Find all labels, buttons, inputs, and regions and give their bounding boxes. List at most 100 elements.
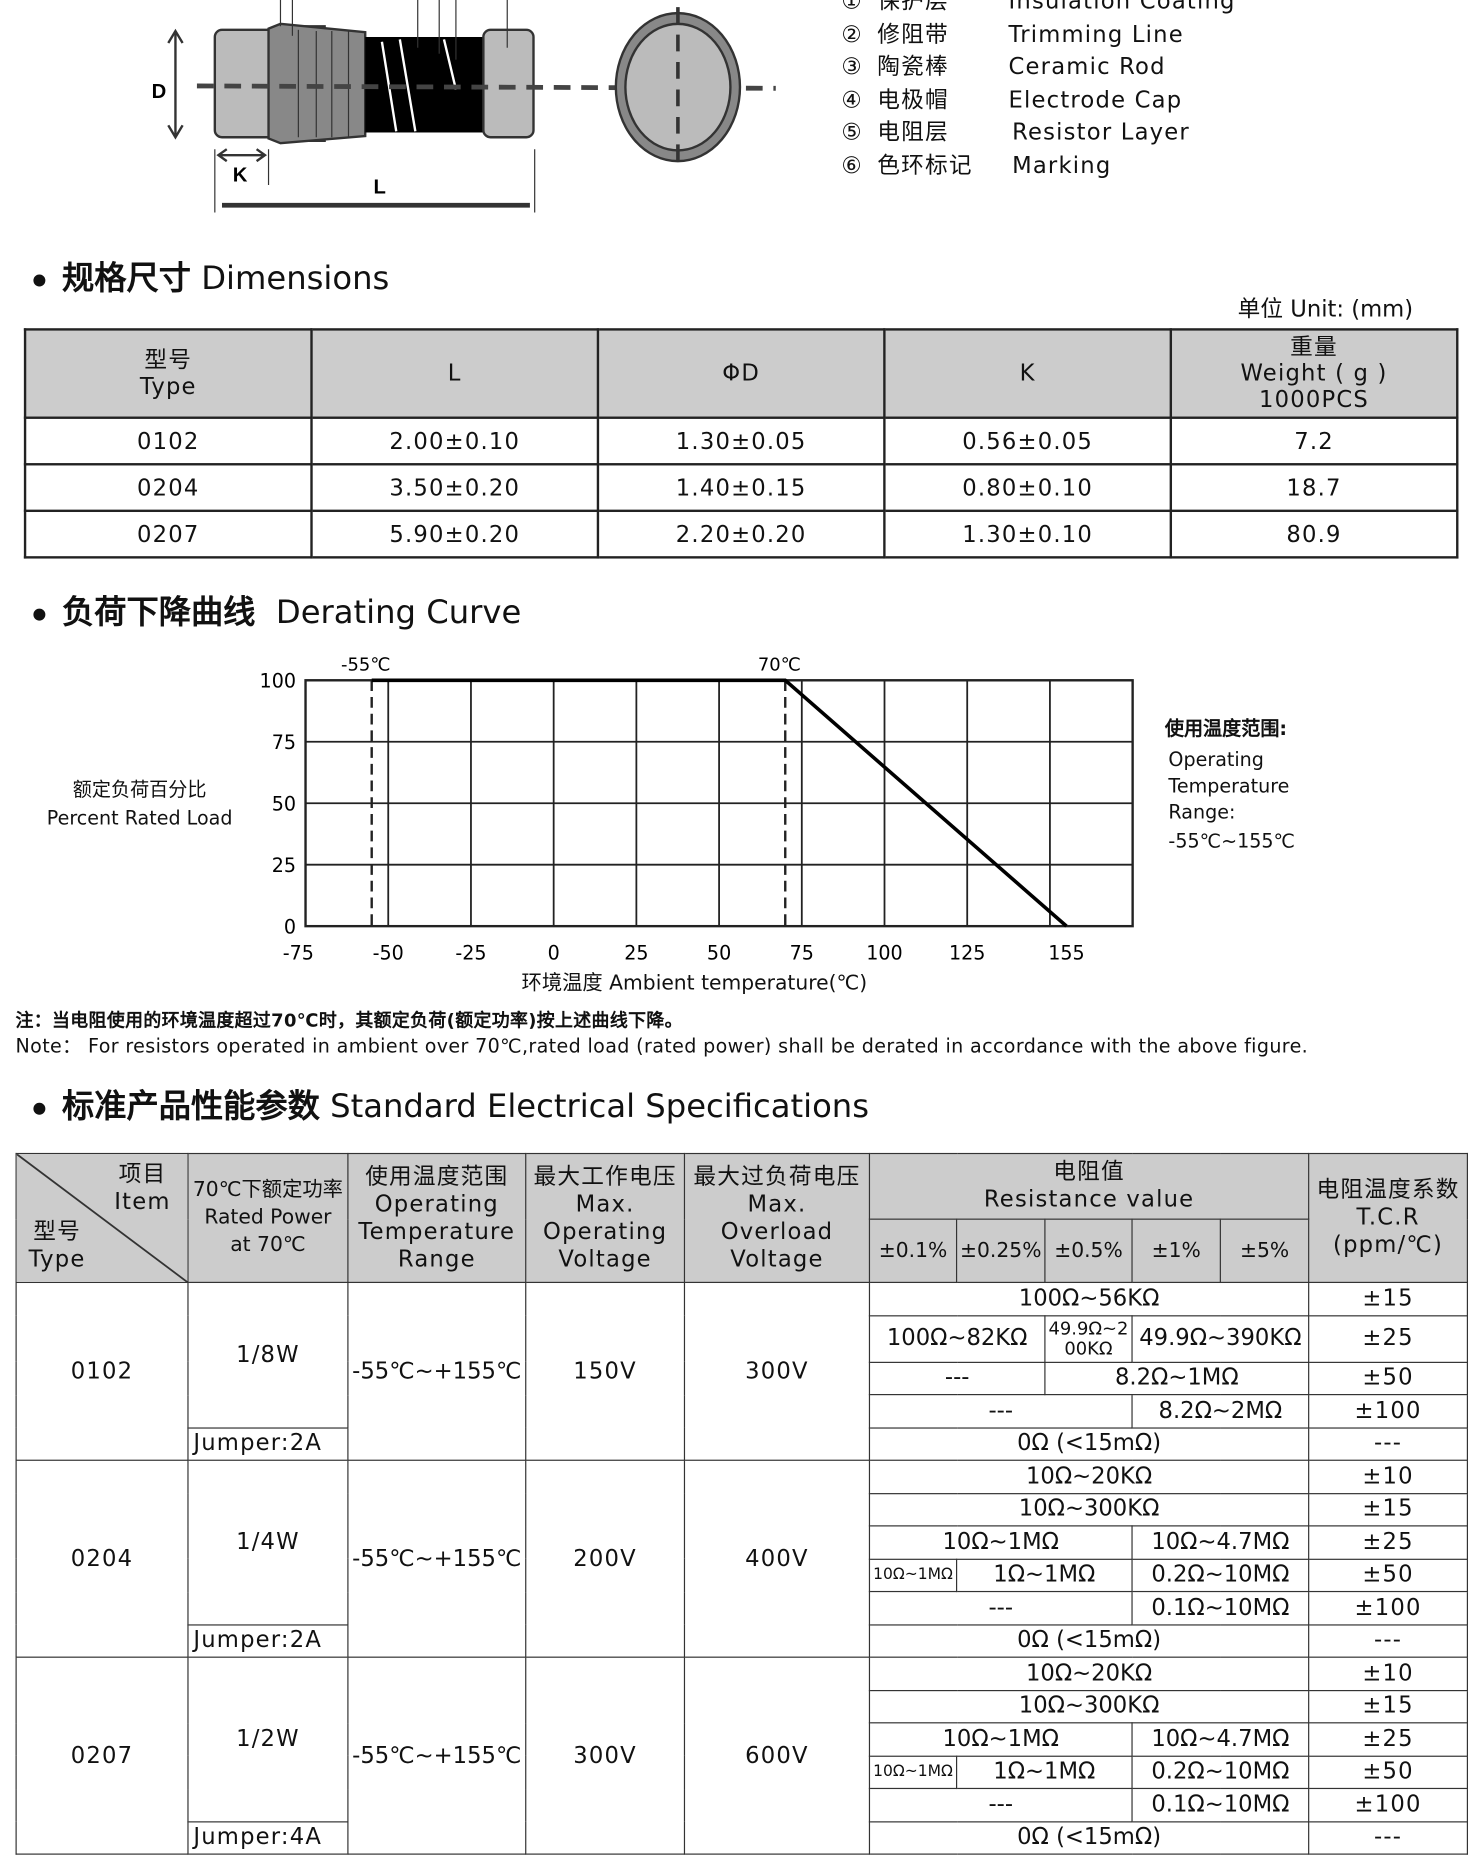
resistance-cell: 100Ω~82KΩ — [868, 1314, 1046, 1363]
legend-cn: 色环标记 — [877, 152, 973, 179]
resistance-cell: 10Ω~1MΩ — [868, 1722, 1133, 1757]
tcr-cell: ±25 — [1308, 1314, 1469, 1363]
type-cell: 0102 — [15, 1281, 189, 1461]
table-cell: 1.30±0.10 — [883, 509, 1173, 559]
legend-en: Insulation Coating — [1008, 0, 1236, 15]
legend-cn: 保护层 — [877, 0, 949, 15]
table-row: 100Ω~82KΩ 49.9Ω~200KΩ 49.9Ω~390KΩ ±25 — [16, 1314, 1469, 1363]
resistance-cell: --- — [868, 1590, 1133, 1625]
legend-cn: 陶瓷棒 — [877, 53, 949, 80]
resistance-cell: 0Ω (<15mΩ) — [868, 1623, 1310, 1658]
table-cell: 0102 — [23, 416, 313, 466]
header-item-type: 项目 Item 型号 Type — [15, 1152, 189, 1284]
resistance-cell: 10Ω~4.7MΩ — [1131, 1722, 1310, 1757]
resistance-cell: 0.2Ω~10MΩ — [1131, 1558, 1310, 1593]
dimensions-table: 型号 Type L ΦD K 重量 Weight ( g ) 1000PCS 0102… — [23, 328, 1459, 559]
x-tick-label: 25 — [624, 942, 648, 965]
table-row: 0204 3.50±0.20 1.40±0.15 0.80±0.10 18.7 — [23, 463, 1459, 513]
legend-cn: 修阻带 — [877, 20, 949, 48]
resistance-cell: 10Ω~20KΩ — [868, 1459, 1310, 1494]
table-row: Jumper:2A 0Ω (<15mΩ) --- — [16, 1426, 1469, 1461]
derating-chart: 0 25 50 75 100 -75 -50 -25 0 25 50 75 100 125 155 -55℃ 7… — [260, 655, 1134, 965]
table-row: 0102 2.00±0.10 1.30±0.05 0.56±0.05 7.2 — [23, 416, 1459, 466]
overload-cell: 400V — [683, 1459, 871, 1658]
header-tcr: 电阻温度系数 T.C.R (ppm/℃) — [1308, 1152, 1469, 1284]
table-row: 0207 1/2W -55℃~+155℃ 300V 600V 10Ω~20KΩ ±10 — [15, 1656, 1469, 1855]
header-tol-0.1: ±0.1% — [868, 1218, 958, 1284]
voltage-cell: 300V — [525, 1656, 686, 1855]
header-resistance: 电阻值 Resistance value — [868, 1152, 1310, 1220]
table-cell: 2.20±0.20 — [596, 509, 886, 559]
x-tick-label: 125 — [949, 942, 985, 965]
legend-number: ⑥ — [841, 152, 863, 179]
x-tick-label: -50 — [373, 942, 404, 965]
header-overload-voltage: 最大过负荷电压 Max. Overload Voltage — [683, 1152, 871, 1284]
resistance-cell: 10Ω~1MΩ — [868, 1558, 958, 1593]
table-cell: 1.40±0.15 — [596, 463, 886, 513]
legend-en: Resistor Layer — [1012, 119, 1190, 146]
table-cell: 5.90±0.20 — [310, 509, 600, 559]
section-title-dimensions: 规格尺寸 Dimensions — [33, 260, 389, 297]
table-row: 0204 1/4W -55℃~+155℃ 200V 400V 10Ω~20KΩ ±10 — [15, 1459, 1469, 1658]
y-tick-label: 50 — [272, 792, 296, 815]
x-tick-label: 0 — [548, 942, 560, 965]
resistance-cell: --- — [868, 1361, 1046, 1396]
unit-label: 单位 Unit: (mm) — [1237, 295, 1414, 323]
power-cell: 1/8W — [187, 1281, 349, 1429]
x-axis-label: 环境温度 Ambient temperature(℃) — [521, 971, 868, 996]
legend-en: Ceramic Rod — [1008, 53, 1166, 80]
annotation-label: 70℃ — [758, 655, 801, 676]
voltage-cell: 200V — [525, 1459, 686, 1658]
col-l: L — [310, 328, 600, 419]
tcr-cell: --- — [1308, 1623, 1469, 1658]
header-temp-range: 使用温度范围 Operating Temperature Range — [347, 1152, 527, 1284]
resistance-cell: 1Ω~1MΩ — [955, 1558, 1133, 1593]
resistance-cell: 49.9Ω~200KΩ — [1044, 1314, 1133, 1363]
table-cell: 0207 — [23, 509, 313, 559]
table-row: 0207 5.90±0.20 2.20±0.20 1.30±0.10 80.9 — [23, 509, 1459, 559]
y-axis-label: 额定负荷百分比 Percent Rated Load — [46, 778, 233, 830]
resistance-cell: 0.1Ω~10MΩ — [1131, 1590, 1310, 1625]
k-label: K — [233, 164, 248, 186]
l-label: L — [374, 176, 386, 198]
tcr-cell: ±50 — [1308, 1361, 1469, 1396]
resistance-cell: 8.2Ω~2MΩ — [1131, 1394, 1310, 1429]
resistance-cell: 0.1Ω~10MΩ — [1131, 1787, 1310, 1822]
note-en: Note： For resistors operated in ambient … — [15, 1034, 1309, 1058]
resistance-cell: 1Ω~1MΩ — [955, 1755, 1133, 1790]
resistance-cell: 10Ω~1MΩ — [868, 1525, 1133, 1560]
table-cell: 0204 — [23, 463, 313, 513]
legend-number: ② — [841, 20, 863, 48]
col-type: 型号 Type — [23, 328, 313, 419]
tcr-cell: ±15 — [1308, 1689, 1469, 1724]
d-label: D — [152, 81, 167, 103]
resistance-cell: 100Ω~56KΩ — [868, 1281, 1310, 1316]
x-tick-label: 155 — [1048, 942, 1084, 965]
legend-cn: 电极帽 — [877, 86, 949, 113]
header-tol-1: ±1% — [1131, 1218, 1221, 1284]
section-title-spec: 标准产品性能参数 Standard Electrical Specificati… — [33, 1088, 869, 1125]
temp-cell: -55℃~+155℃ — [347, 1281, 527, 1461]
resistance-cell: 10Ω~1MΩ — [868, 1755, 958, 1790]
x-tick-label: 50 — [707, 942, 731, 965]
derating-curve — [371, 678, 1068, 928]
legend-number: ③ — [841, 53, 863, 80]
y-tick-label: 0 — [284, 915, 296, 938]
jumper-cell: Jumper:2A — [187, 1426, 349, 1461]
temp-cell: -55℃~+155℃ — [347, 1459, 527, 1658]
resistor-drawing: D K L — [152, 0, 776, 213]
note-cn: 注：当电阻使用的环境温度超过70℃时，其额定负荷(额定功率)按上述曲线下降。 — [15, 1009, 683, 1032]
col-d: ΦD — [596, 328, 886, 419]
type-cell: 0204 — [15, 1459, 189, 1658]
table-row: Jumper:2A 0Ω (<15mΩ) --- — [16, 1623, 1469, 1658]
resistance-cell: 0Ω (<15mΩ) — [868, 1820, 1310, 1855]
tcr-cell: ±50 — [1308, 1755, 1469, 1790]
col-k: K — [883, 328, 1173, 419]
table-cell: 2.00±0.10 — [310, 416, 600, 466]
legend-en: Marking — [1012, 152, 1112, 179]
resistance-cell: 49.9Ω~390KΩ — [1131, 1314, 1310, 1363]
x-tick-label: 100 — [866, 942, 902, 965]
header-tol-0.5: ±0.5% — [1044, 1218, 1133, 1284]
col-weight: 重量 Weight ( g ) 1000PCS — [1169, 328, 1459, 419]
legend-number: ④ — [841, 86, 863, 113]
